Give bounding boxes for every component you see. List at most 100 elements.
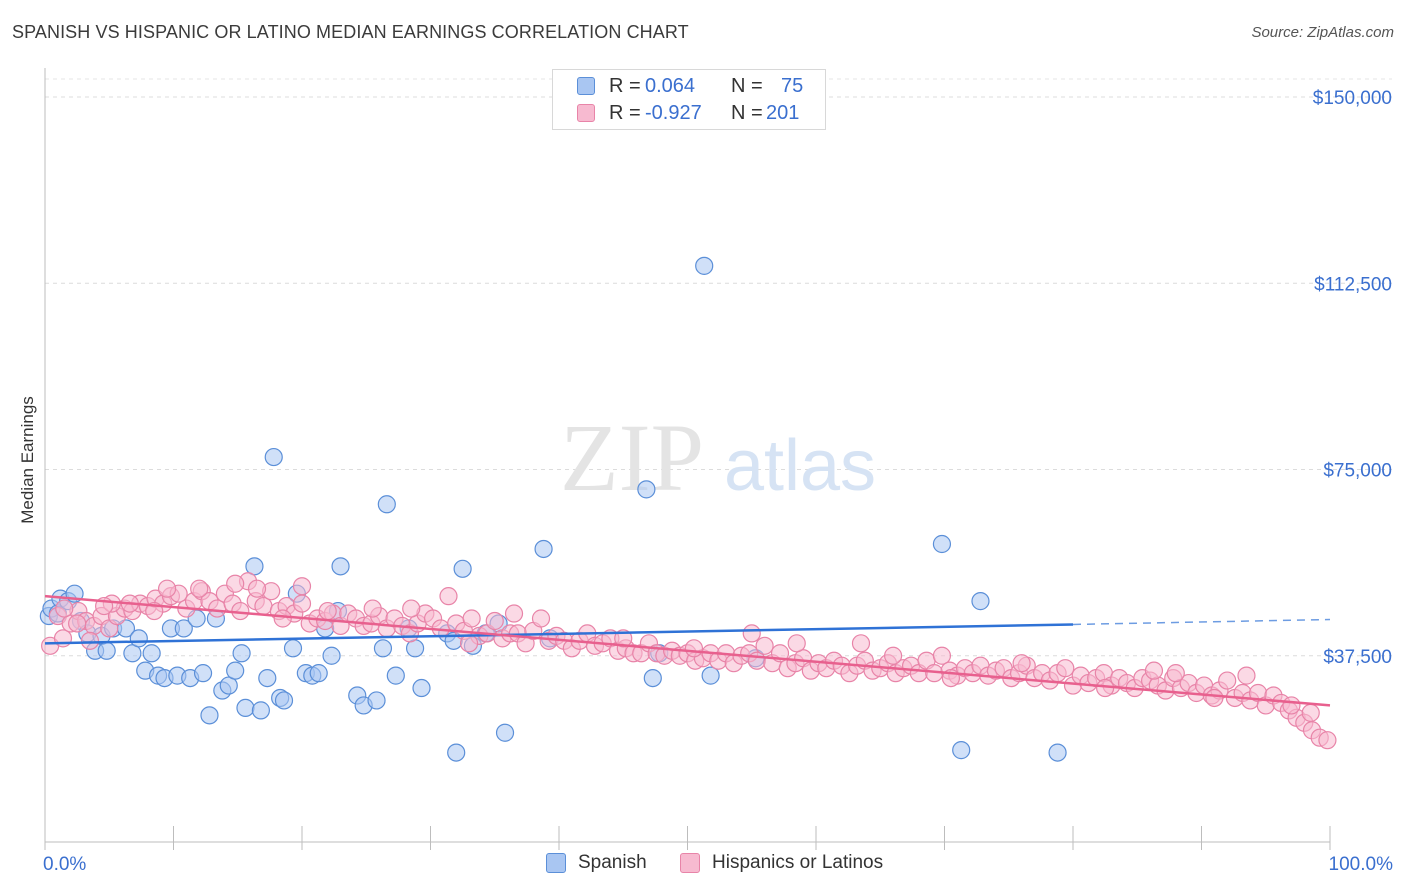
trend-line-hispanic: [44, 594, 1331, 707]
legend-label-hispanic: Hispanics or Latinos: [712, 852, 884, 873]
point-spanish: [695, 256, 714, 275]
point-hispanic: [747, 651, 766, 670]
y-tick-label: $37,500: [1323, 647, 1392, 668]
point-hispanic: [254, 596, 273, 616]
point-spanish: [412, 678, 431, 698]
r-label: R =: [609, 75, 641, 97]
point-hispanic: [402, 599, 421, 618]
legend-bottom: Spanish Hispanics or Latinos: [0, 852, 1406, 878]
y-axis-label: Median Earnings: [18, 396, 37, 524]
point-spanish: [373, 639, 393, 658]
point-hispanic: [1205, 688, 1224, 708]
point-spanish: [129, 629, 148, 648]
point-hispanic: [787, 634, 806, 653]
point-hispanic: [504, 604, 524, 623]
point-spanish: [534, 539, 553, 559]
point-hispanic: [273, 609, 292, 628]
point-hispanic: [292, 594, 312, 613]
point-spanish: [322, 646, 341, 665]
point-spanish: [447, 743, 466, 762]
point-spanish: [971, 592, 990, 611]
point-spanish: [701, 666, 720, 685]
chart-title: SPANISH VS HISPANIC OR LATINO MEDIAN EAR…: [12, 22, 689, 42]
n-label: N =: [731, 102, 763, 124]
point-hispanic: [80, 631, 100, 650]
point-hispanic: [851, 634, 871, 653]
n-value: 201: [766, 102, 800, 124]
point-hispanic: [932, 646, 952, 665]
n-value: 75: [781, 75, 804, 97]
point-hispanic: [1144, 661, 1164, 680]
point-hispanic: [531, 609, 551, 628]
point-hispanic: [318, 601, 337, 621]
y-tick-label: $112,500: [1314, 274, 1392, 295]
point-spanish: [283, 639, 303, 658]
watermark: ZIP atlas: [560, 404, 876, 511]
x-tick-label-min: 0.0%: [43, 854, 86, 875]
r-label: R =: [609, 102, 641, 124]
point-hispanic: [1166, 664, 1185, 683]
point-hispanic: [684, 639, 704, 658]
point-spanish: [495, 723, 515, 742]
point-hispanic: [157, 579, 177, 598]
point-hispanic: [462, 609, 481, 628]
point-spanish: [251, 701, 270, 720]
legend-swatch-spanish: [577, 77, 595, 95]
point-spanish: [1048, 743, 1067, 762]
point-hispanic: [459, 634, 479, 653]
point-spanish: [453, 559, 472, 578]
r-value: 0.064: [645, 75, 696, 97]
x-tick-label-max: 100.0%: [1329, 854, 1394, 875]
point-hispanic: [247, 579, 267, 598]
legend-swatch-hispanic: [680, 853, 700, 873]
y-tick-label: $150,000: [1313, 88, 1392, 109]
point-hispanic: [742, 624, 761, 643]
trend-lines: [44, 594, 1331, 707]
point-hispanic: [1056, 659, 1075, 678]
legend-stats: R = 0.064 N = 75 R = -0.927 N = 201: [552, 69, 826, 130]
point-hispanic: [208, 599, 227, 618]
point-hispanic: [883, 646, 903, 665]
point-hispanic: [1318, 731, 1337, 750]
watermark-zip: ZIP: [560, 404, 704, 511]
point-spanish: [274, 691, 294, 710]
point-spanish: [258, 668, 277, 688]
y-tick-label: $75,000: [1323, 461, 1392, 482]
point-hispanic: [614, 629, 633, 648]
point-spanish: [367, 691, 386, 710]
points-spanish: [39, 256, 1067, 762]
point-hispanic: [439, 587, 458, 606]
point-hispanic: [190, 579, 209, 598]
watermark-atlas: atlas: [724, 426, 876, 506]
point-spanish: [142, 644, 161, 663]
axes: [44, 68, 1331, 850]
point-spanish: [932, 534, 952, 554]
point-spanish: [97, 641, 116, 660]
point-hispanic: [1237, 666, 1256, 685]
point-hispanic: [485, 611, 504, 631]
point-spanish: [174, 619, 193, 638]
trend-line-spanish: [44, 623, 1074, 645]
point-spanish: [386, 666, 405, 685]
points-hispanic: [41, 572, 1337, 750]
point-spanish: [637, 480, 656, 499]
n-label: N =: [731, 75, 763, 97]
point-hispanic: [1218, 671, 1237, 690]
point-hispanic: [68, 614, 87, 633]
legend-label-spanish: Spanish: [578, 852, 647, 873]
point-spanish: [236, 698, 255, 718]
point-hispanic: [1301, 703, 1320, 722]
x-tick-labels: 0.0% 100.0%: [43, 854, 1393, 875]
point-hispanic: [1012, 654, 1031, 673]
point-hispanic: [1282, 696, 1301, 715]
point-hispanic: [55, 599, 74, 618]
point-spanish: [232, 644, 251, 663]
y-tick-labels: $37,500 $75,000 $112,500 $150,000: [1313, 88, 1392, 668]
point-spanish: [952, 741, 971, 760]
legend-swatch-spanish: [546, 853, 566, 873]
point-spanish: [643, 668, 662, 688]
source-label: Source: ZipAtlas.com: [1251, 24, 1394, 41]
r-value: -0.927: [645, 102, 702, 124]
point-spanish: [331, 557, 350, 576]
